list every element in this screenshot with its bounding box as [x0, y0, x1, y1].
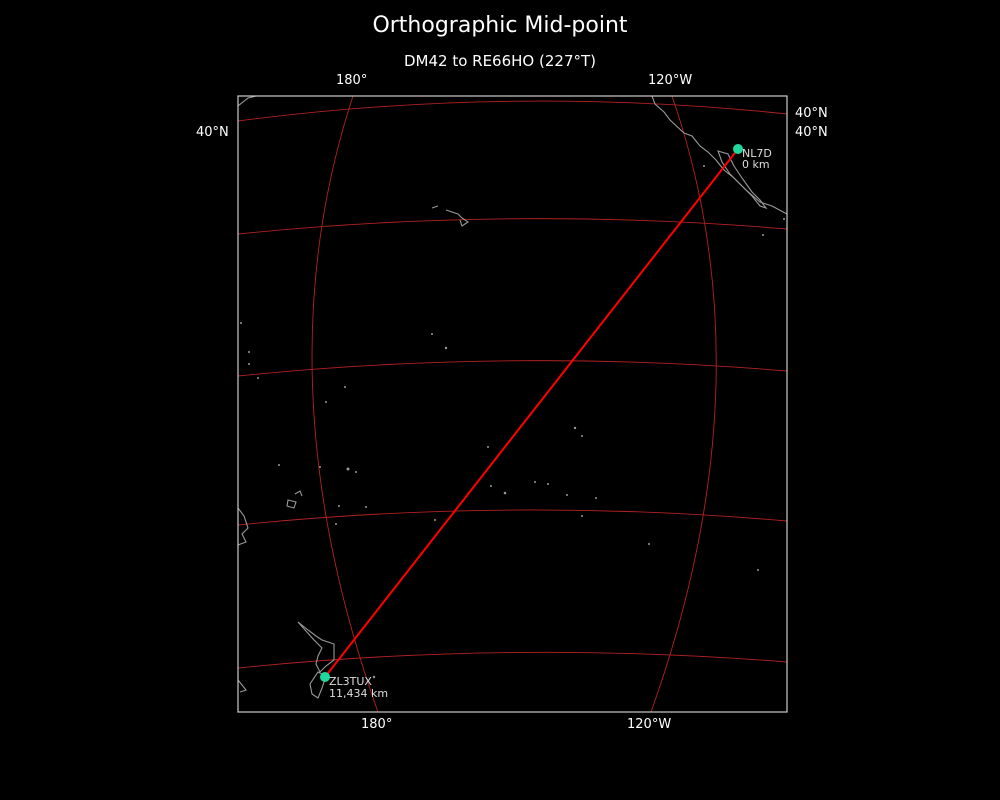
- coast-north-america: [238, 96, 787, 215]
- map-frame: [237, 95, 788, 713]
- tick-right-40n-a: 40°N: [795, 106, 828, 121]
- tick-bottom-120w: 120°W: [627, 717, 672, 732]
- tick-left-40n: 40°N: [196, 125, 229, 140]
- station-distance: 11,434 km: [329, 687, 388, 700]
- tick-bottom-180: 180°: [361, 717, 393, 732]
- tick-top-120w: 120°W: [648, 73, 693, 88]
- meridian: [311, 96, 379, 712]
- meridian: [650, 96, 717, 712]
- parallel: [238, 360, 787, 377]
- great-circle-path: [324, 148, 739, 678]
- station-marker: [733, 144, 743, 154]
- station-call: NL7D: [742, 147, 772, 160]
- parallel: [238, 651, 787, 669]
- map-subtitle: DM42 to RE66HO (227°T): [403, 52, 596, 70]
- parallel: [238, 218, 787, 235]
- graticule: [238, 96, 787, 712]
- parallel: [238, 509, 787, 526]
- coast-west: [238, 507, 249, 693]
- parallel: [238, 100, 787, 122]
- station-nl7d: NL7D 0 km: [733, 144, 772, 171]
- tick-top-180: 180°: [336, 73, 368, 88]
- coast-baja: [717, 150, 768, 210]
- coast-hawaii: [431, 205, 469, 227]
- station-distance: 0 km: [742, 158, 770, 171]
- station-call: ZL3TUX: [329, 675, 372, 688]
- coast-fiji: [286, 490, 303, 509]
- station-marker: [320, 672, 330, 682]
- islands: [240, 165, 785, 679]
- map-title: Orthographic Mid-point: [372, 13, 628, 38]
- coastlines: [238, 96, 787, 699]
- tick-right-40n-b: 40°N: [795, 125, 828, 140]
- station-zl3tux: ZL3TUX 11,434 km: [320, 672, 388, 700]
